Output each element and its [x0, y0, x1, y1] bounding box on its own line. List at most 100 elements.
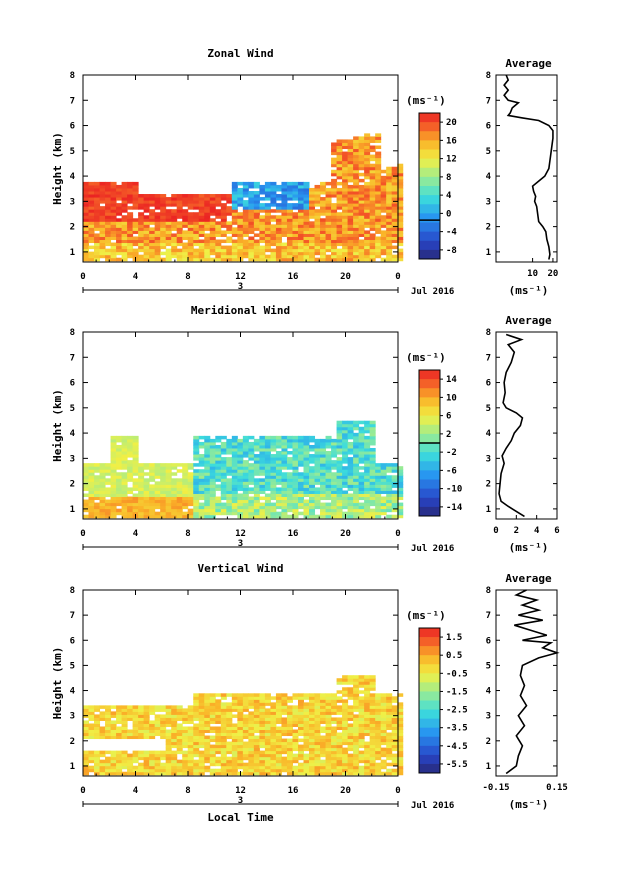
heatmap-cell	[149, 711, 156, 715]
average-unit: (ms⁻¹)	[509, 541, 549, 554]
heatmap-cell	[220, 723, 227, 727]
heatmap-cell	[364, 203, 371, 207]
heatmap-cell	[121, 493, 128, 498]
heatmap-cell	[116, 711, 123, 715]
heatmap-cell	[270, 747, 277, 752]
heatmap-cell	[121, 711, 128, 715]
heatmap-cell	[242, 242, 249, 247]
heatmap-cell	[132, 239, 139, 244]
heatmap-cell	[336, 435, 343, 440]
heatmap-cell	[204, 447, 211, 452]
heatmap-cell	[397, 484, 404, 488]
colorbar-segment	[419, 709, 440, 720]
heatmap-cell	[165, 753, 172, 758]
heatmap-cell	[358, 681, 365, 685]
heatmap-cell	[231, 239, 238, 244]
average-y-tick-label: 2	[486, 480, 491, 490]
heatmap-cell	[297, 203, 304, 207]
heatmap-cell	[375, 747, 382, 752]
heatmap-cell	[231, 762, 238, 767]
heatmap-cell	[264, 487, 271, 491]
heatmap-cell	[292, 248, 299, 253]
heatmap-cell	[83, 478, 90, 482]
heatmap-cell	[364, 714, 371, 718]
heatmap-cell	[303, 224, 310, 228]
heatmap-cell	[88, 194, 95, 198]
heatmap-cell	[386, 720, 393, 724]
heatmap-cell	[325, 708, 332, 712]
heatmap-cell	[215, 735, 222, 740]
heatmap-cell	[286, 484, 293, 488]
heatmap-cell	[336, 230, 343, 234]
heatmap-cell	[375, 499, 382, 504]
heatmap-cell	[325, 209, 332, 213]
heatmap-cell	[303, 460, 310, 464]
heatmap-cell	[94, 493, 101, 498]
heatmap-cell	[204, 708, 211, 712]
heatmap-cell	[187, 705, 194, 709]
heatmap-cell	[94, 181, 101, 186]
heatmap-cell	[391, 206, 398, 210]
heatmap-cell	[83, 765, 90, 770]
heatmap-cell	[220, 481, 227, 485]
heatmap-cell	[309, 738, 316, 743]
heatmap-cell	[364, 136, 371, 140]
heatmap-cell	[88, 735, 95, 740]
heatmap-cell	[397, 714, 404, 718]
heatmap-cell	[160, 714, 167, 718]
heatmap-cell	[303, 756, 310, 761]
heatmap-cell	[138, 505, 145, 510]
heatmap-cell	[297, 747, 304, 752]
heatmap-cell	[286, 478, 293, 482]
heatmap-cell	[281, 750, 288, 755]
heatmap-cell	[171, 194, 178, 198]
heatmap-cell	[364, 753, 371, 758]
heatmap-cell	[275, 233, 282, 237]
heatmap-cell	[286, 720, 293, 724]
heatmap-cell	[220, 496, 227, 501]
heatmap-cell	[353, 460, 360, 464]
heatmap-cell	[342, 194, 349, 198]
heatmap-cell	[110, 508, 117, 513]
heatmap-cell	[364, 741, 371, 746]
heatmap-cell	[182, 493, 189, 498]
heatmap-cell	[292, 711, 299, 715]
heatmap-cell	[110, 487, 117, 491]
heatmap-cell	[364, 212, 371, 216]
heatmap-cell	[171, 493, 178, 498]
heatmap-cell	[176, 212, 183, 216]
heatmap-cell	[198, 750, 205, 755]
heatmap-cell	[320, 750, 327, 755]
heatmap-cell	[286, 729, 293, 734]
heatmap-cell	[286, 438, 293, 443]
heatmap-cell	[116, 227, 123, 231]
heatmap-cell	[99, 511, 106, 516]
heatmap-cell	[231, 693, 238, 697]
heatmap-cell	[204, 254, 211, 259]
heatmap-cell	[292, 508, 299, 513]
heatmap-cell	[270, 478, 277, 482]
heatmap-cell	[143, 508, 150, 513]
heatmap-cell	[127, 206, 134, 210]
heatmap-cell	[138, 236, 145, 241]
heatmap-cell	[242, 447, 249, 452]
heatmap-cell	[364, 429, 371, 434]
heatmap-cell	[292, 451, 299, 455]
heatmap-cell	[143, 254, 150, 259]
heatmap-cell	[160, 203, 167, 207]
heatmap-cell	[215, 215, 222, 219]
heatmap-cell	[358, 699, 365, 703]
heatmap-cell	[331, 190, 338, 195]
heatmap-cell	[297, 251, 304, 256]
heatmap-cell	[94, 203, 101, 207]
heatmap-cell	[286, 218, 293, 222]
heatmap-cell	[143, 233, 150, 237]
heatmap-cell	[320, 744, 327, 749]
heatmap-cell	[83, 753, 90, 758]
heatmap-cell	[309, 469, 316, 473]
heatmap-cell	[281, 181, 288, 186]
heatmap-cell	[386, 257, 393, 262]
y-tick-label: 4	[70, 429, 76, 439]
heatmap-cell	[331, 444, 338, 449]
heatmap-cell	[275, 693, 282, 697]
